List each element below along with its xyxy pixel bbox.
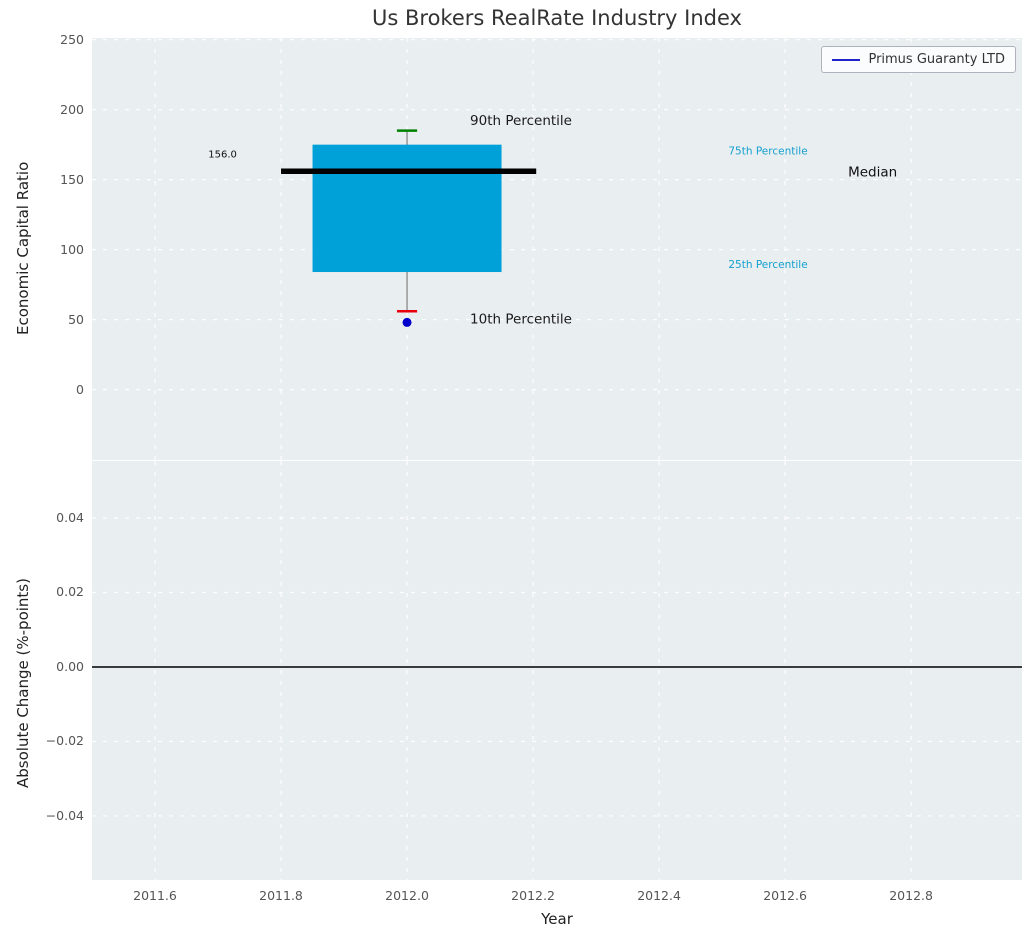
y-tick-label: −0.02 xyxy=(45,733,84,749)
annotation: 25th Percentile xyxy=(728,259,807,271)
y-tick-label: 250 xyxy=(60,31,84,47)
x-tick-label: 2012.2 xyxy=(511,888,555,903)
annotation: 90th Percentile xyxy=(470,113,572,129)
legend-line-sample xyxy=(832,58,861,61)
annotation: 10th Percentile xyxy=(470,312,572,328)
annotation: Median xyxy=(848,165,897,181)
legend-label: Primus Guaranty LTD xyxy=(868,52,1005,67)
y-tick-label: 0.02 xyxy=(56,584,84,600)
ylabel-absolute-change: Absolute Change (%-points) xyxy=(14,578,32,788)
x-tick-label: 2012.0 xyxy=(385,888,429,903)
y-tick-label: 0.04 xyxy=(56,509,84,525)
x-tick-label: 2011.8 xyxy=(259,888,303,903)
y-tick-label: −0.04 xyxy=(45,807,84,823)
x-tick-label: 2012.8 xyxy=(889,888,933,903)
x-tick-label: 2012.6 xyxy=(763,888,807,903)
iqr-box xyxy=(312,144,502,273)
y-tick-label: 0.00 xyxy=(56,658,84,674)
annotation: 75th Percentile xyxy=(728,146,807,158)
xlabel-year: Year xyxy=(541,910,573,928)
y-tick-label: 200 xyxy=(60,101,84,117)
plot-canvas: 90th Percentile 10th Percentile 75th Perce… xyxy=(92,38,1022,460)
y-tick-label: 100 xyxy=(60,241,84,257)
y-tick-label: 0 xyxy=(76,381,84,397)
bottom-axes xyxy=(92,461,1022,880)
legend: Primus Guaranty LTD xyxy=(821,46,1016,73)
annotation: 156.0 xyxy=(208,149,237,160)
plot-canvas xyxy=(92,461,1022,880)
y-tick-label: 50 xyxy=(68,311,84,327)
chart-title: Us Brokers RealRate Industry Index xyxy=(372,6,742,30)
x-tick-label: 2011.6 xyxy=(133,888,177,903)
x-tick-label: 2012.4 xyxy=(637,888,681,903)
y-tick-label: 150 xyxy=(60,171,84,187)
company-marker xyxy=(402,317,412,327)
top-axes: 90th Percentile 10th Percentile 75th Perce… xyxy=(92,38,1022,460)
